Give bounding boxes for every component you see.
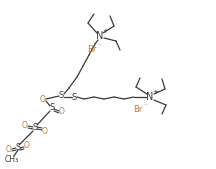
Text: +: + [102, 28, 108, 34]
Text: S: S [15, 143, 21, 152]
Text: N: N [96, 31, 104, 41]
Text: Br: Br [87, 44, 97, 54]
Text: O: O [59, 107, 65, 116]
Text: Br: Br [133, 104, 143, 114]
Text: S: S [71, 92, 77, 102]
Text: S: S [32, 124, 38, 132]
Text: S: S [58, 91, 64, 101]
Text: O: O [42, 127, 48, 136]
Text: O: O [40, 94, 46, 103]
Text: ⁻: ⁻ [143, 103, 147, 109]
Text: ⁻: ⁻ [97, 43, 101, 49]
Text: O: O [22, 120, 28, 129]
Text: S: S [49, 103, 55, 113]
Text: O: O [6, 144, 12, 153]
Text: O: O [24, 141, 30, 151]
Text: CH₃: CH₃ [5, 155, 19, 164]
Text: N: N [146, 92, 154, 102]
Text: +: + [152, 89, 158, 95]
